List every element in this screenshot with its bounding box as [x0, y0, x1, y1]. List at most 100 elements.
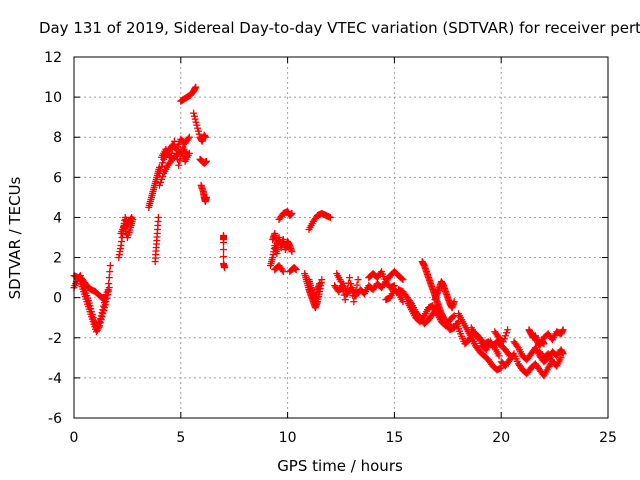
data-point-marker — [326, 213, 334, 221]
data-point-marker — [159, 159, 167, 167]
data-point-marker — [122, 227, 130, 235]
data-point-marker — [106, 268, 114, 276]
data-point-marker — [278, 266, 286, 274]
y-tick-label: 10 — [44, 90, 62, 106]
data-point-marker — [166, 153, 174, 161]
data-point-marker — [552, 361, 560, 369]
data-point-marker — [354, 276, 362, 284]
y-tick-label: 2 — [53, 251, 62, 267]
data-point-marker — [158, 162, 166, 170]
data-point-marker — [288, 248, 296, 256]
data-point-marker — [106, 262, 114, 270]
data-point-marker — [316, 280, 324, 288]
data-point-marker — [501, 332, 509, 340]
data-point-marker — [220, 246, 228, 254]
data-point-marker — [177, 152, 185, 160]
data-point-marker — [173, 149, 181, 157]
x-tick-label: 15 — [385, 430, 403, 446]
x-tick-label: 25 — [599, 430, 617, 446]
data-point-marker — [419, 313, 427, 321]
data-point-marker — [97, 316, 105, 324]
y-tick-labels: -6 -4 -2 0 2 4 6 8 10 12 — [44, 50, 62, 427]
data-point-marker — [170, 137, 178, 145]
data-point-marker — [559, 326, 567, 334]
data-point-marker — [273, 240, 281, 248]
data-point-marker — [503, 329, 511, 337]
plot-frame — [73, 56, 609, 419]
x-tick-labels: 0 5 10 15 20 25 — [70, 430, 617, 446]
y-tick-label: -6 — [48, 411, 62, 427]
y-tick-label: -4 — [48, 371, 62, 387]
data-point-marker — [155, 181, 163, 189]
data-point-marker — [96, 319, 104, 327]
data-point-marker — [500, 335, 508, 343]
data-point-marker — [221, 264, 229, 272]
data-point-marker — [154, 213, 162, 221]
data-point-marker — [195, 130, 203, 138]
data-point-marker — [185, 133, 193, 141]
chart-title: Day 131 of 2019, Sidereal Day-to-day VTE… — [39, 19, 640, 37]
data-point-marker — [121, 224, 129, 232]
data-point-marker — [220, 253, 228, 261]
data-point-marker — [339, 287, 347, 295]
data-point-marker — [176, 157, 184, 165]
y-tick-label: 8 — [53, 130, 62, 146]
data-point-marker — [158, 175, 166, 183]
data-point-marker — [351, 292, 359, 300]
y-tick-label: 4 — [53, 210, 62, 226]
data-point-marker — [105, 280, 113, 288]
data-point-marker — [194, 124, 202, 132]
data-point-marker — [348, 286, 356, 294]
data-point-marker — [342, 290, 350, 298]
data-point-marker — [346, 274, 354, 282]
data-point-marker — [101, 301, 109, 309]
y-tick-label: 12 — [44, 50, 62, 66]
data-point-marker — [499, 338, 507, 346]
y-axis-title: SDTVAR / TECUs — [6, 176, 24, 299]
data-point-marker — [193, 121, 201, 129]
data-point-marker — [201, 133, 209, 141]
data-point-marker — [288, 209, 296, 217]
data-point-marker — [504, 326, 512, 334]
data-point-marker — [353, 281, 361, 289]
data-point-marker — [497, 364, 505, 372]
data-point-marker — [448, 324, 456, 332]
data-point-marker — [191, 115, 199, 123]
data-point-marker — [95, 323, 103, 331]
data-point-marker — [553, 362, 561, 370]
data-point-marker — [449, 313, 457, 321]
data-point-marker — [202, 193, 210, 201]
data-point-marker — [157, 178, 165, 186]
data-point-marker — [192, 83, 200, 91]
data-point-marker — [220, 239, 228, 247]
data-point-marker — [175, 161, 183, 169]
data-point-marker — [557, 354, 565, 362]
data-point-marker — [92, 328, 100, 336]
data-point-marker — [105, 274, 113, 282]
data-point-marker — [104, 286, 112, 294]
data-point-marker — [190, 112, 198, 120]
data-point-marker — [120, 221, 128, 229]
data-point-marker — [98, 313, 106, 321]
x-tick-label: 0 — [70, 430, 79, 446]
data-point-marker — [96, 322, 104, 330]
data-point-marker — [184, 135, 192, 143]
data-point-marker — [318, 276, 326, 284]
data-point-marker — [343, 285, 351, 293]
data-point-marker — [129, 215, 137, 223]
data-point-marker — [292, 266, 300, 274]
data-point-marker — [220, 231, 228, 239]
data-point-marker — [341, 296, 349, 304]
data-point-marker — [559, 350, 567, 358]
data-point-marker — [190, 109, 198, 117]
data-point-marker — [447, 323, 455, 331]
data-points — [70, 83, 567, 380]
data-point-marker — [495, 352, 503, 360]
data-point-marker — [350, 298, 358, 306]
data-point-marker — [100, 307, 108, 315]
data-point-marker — [99, 310, 107, 318]
y-tick-label: 0 — [53, 291, 62, 307]
data-point-marker — [540, 340, 548, 348]
data-point-marker — [183, 151, 191, 159]
